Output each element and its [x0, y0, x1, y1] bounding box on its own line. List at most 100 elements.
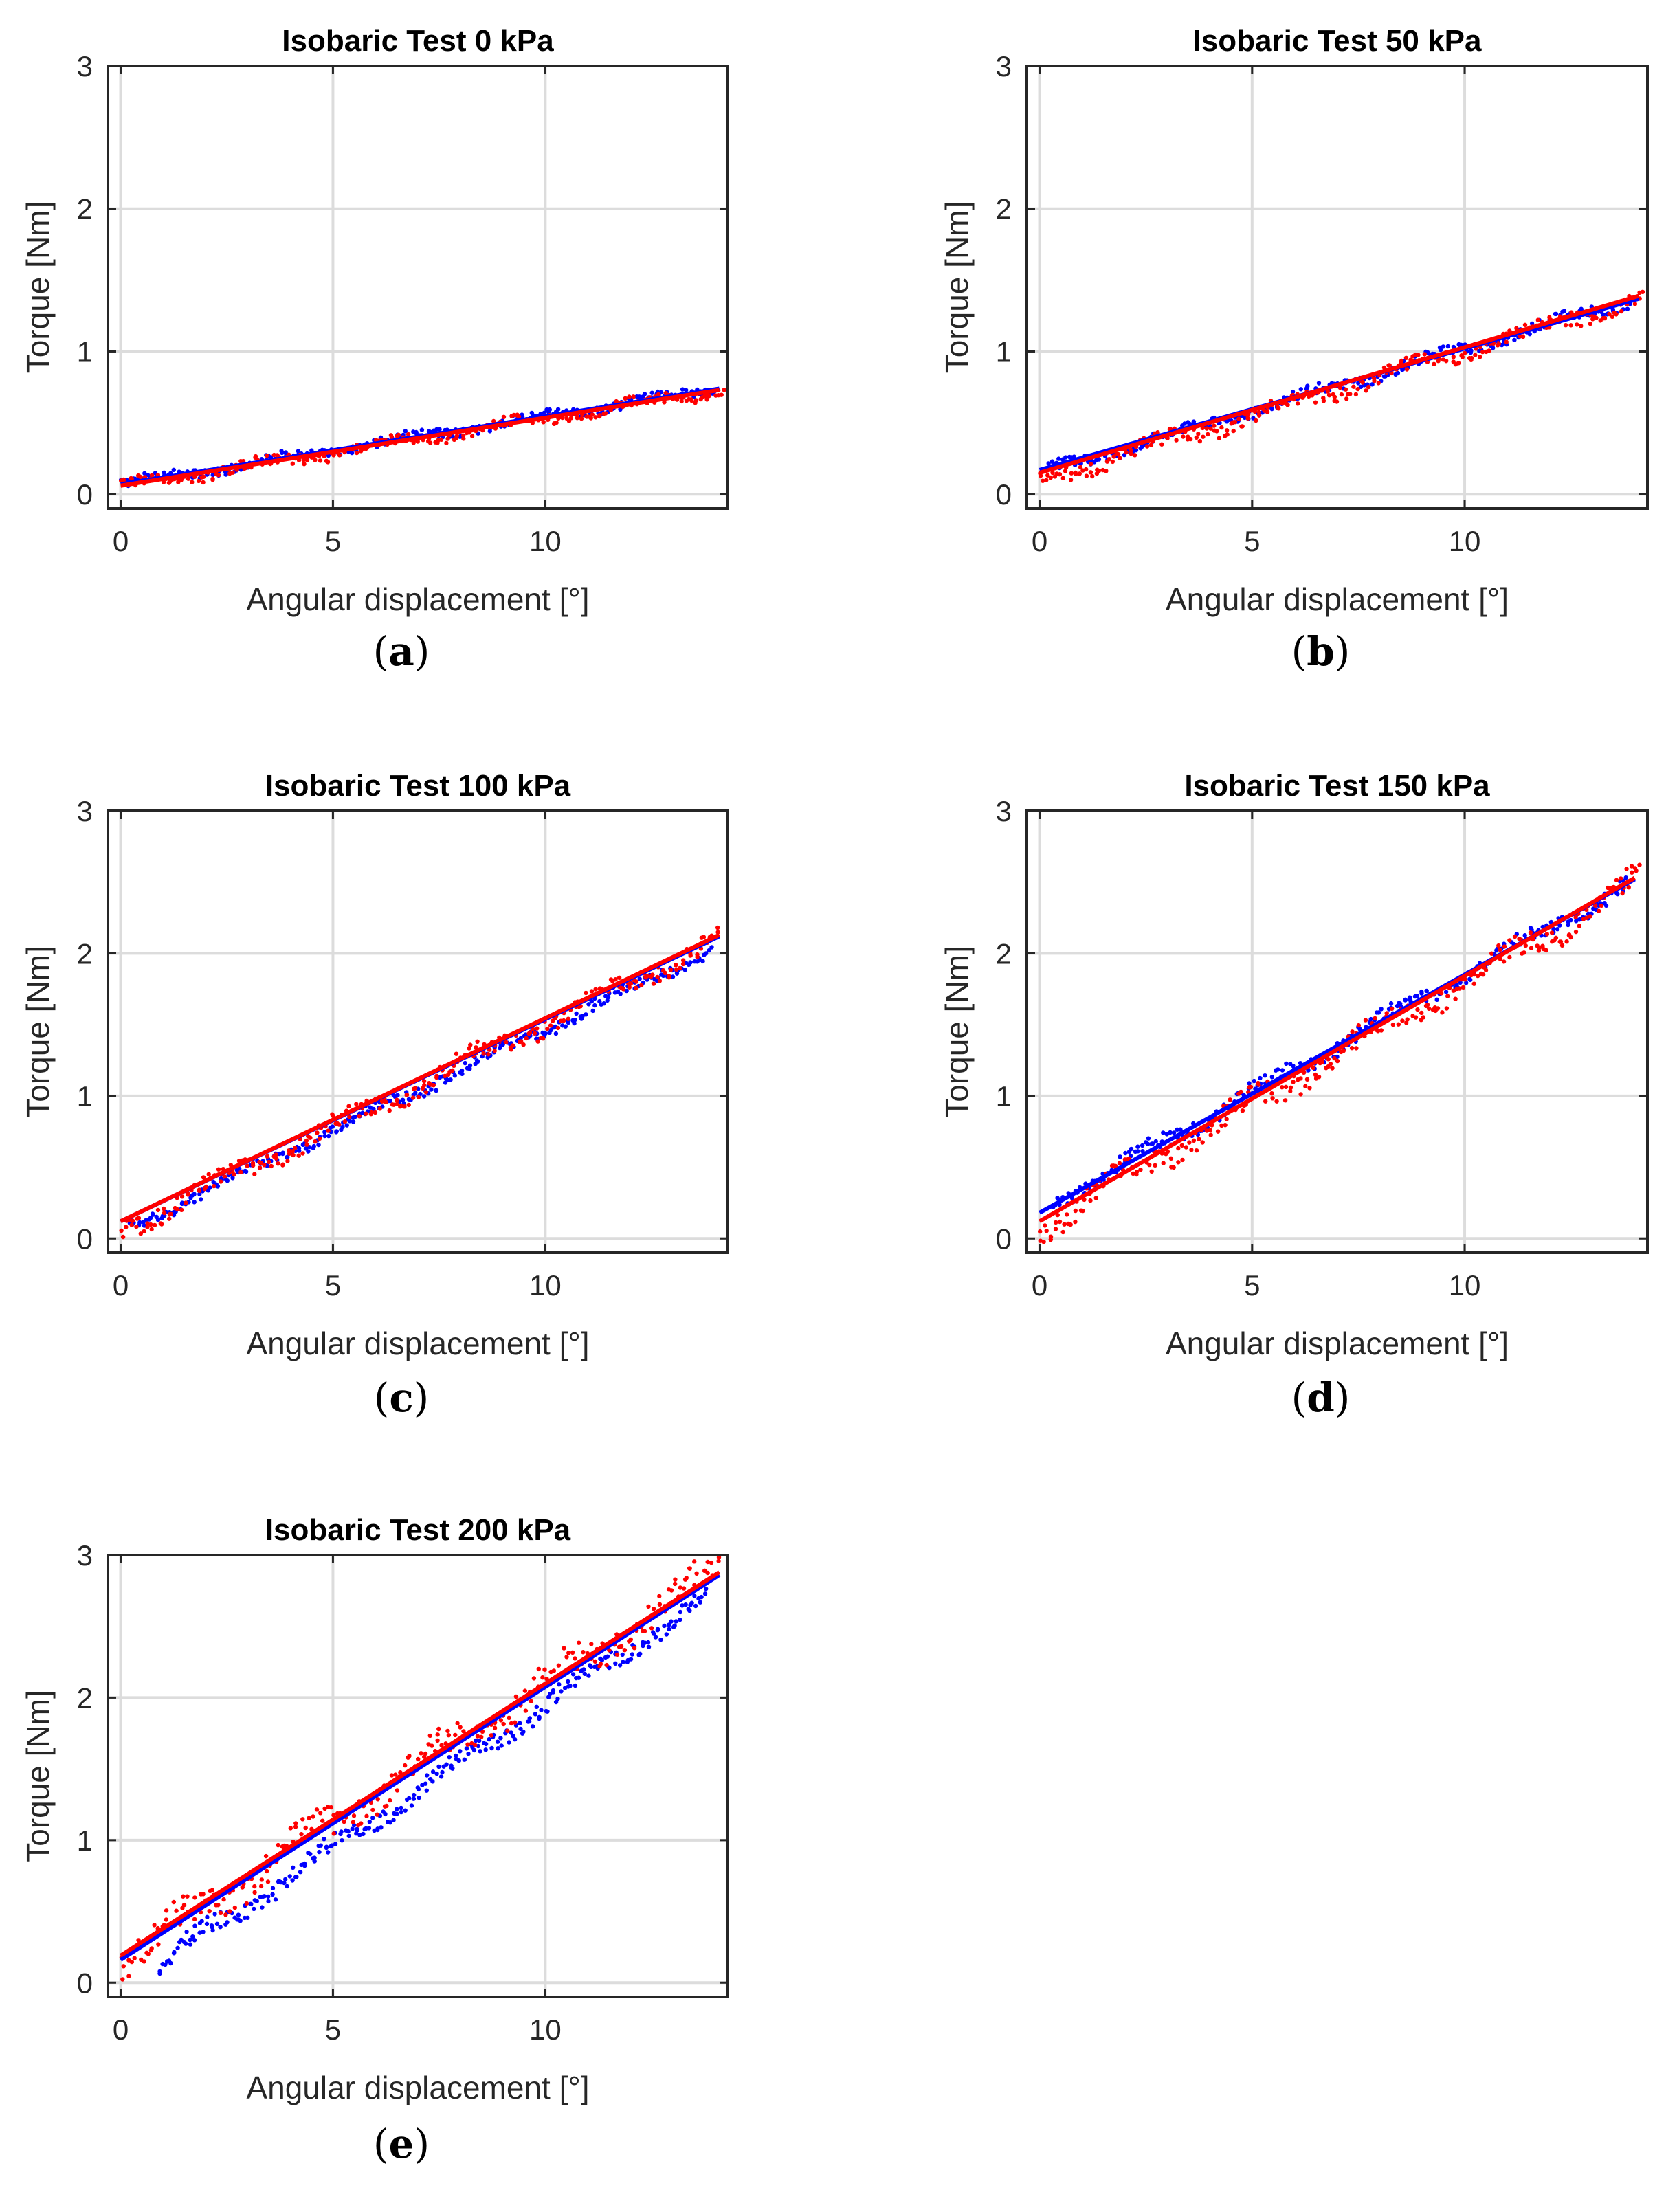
scatter-point: [201, 1930, 206, 1934]
scatter-point: [244, 1901, 249, 1906]
scatter-point: [238, 1170, 243, 1175]
scatter-point: [1614, 312, 1619, 317]
scatter-point: [1640, 289, 1645, 294]
scatter-point: [174, 1908, 179, 1913]
scatter-point: [1240, 1108, 1245, 1113]
scatter-point: [688, 960, 693, 965]
scatter-point: [342, 1119, 348, 1124]
scatter-point: [1153, 1163, 1157, 1168]
scatter-point: [707, 394, 711, 399]
scatter-point: [505, 1728, 510, 1733]
scatter-point: [632, 1646, 637, 1651]
scatter-point: [574, 1011, 579, 1016]
scatter-point: [1416, 353, 1421, 357]
scatter-point: [164, 1917, 168, 1922]
scatter-point: [443, 1073, 447, 1079]
scatter-point: [592, 1659, 598, 1664]
scatter-point: [1038, 1238, 1043, 1243]
scatter-point: [1366, 384, 1371, 390]
scatter-point: [1368, 1016, 1373, 1022]
scatter-point: [351, 1820, 356, 1824]
scatter-point: [402, 1104, 407, 1109]
scatter-point: [1174, 438, 1179, 443]
scatter-point: [1483, 968, 1489, 973]
scatter-point: [1164, 1132, 1170, 1137]
scatter-point: [593, 415, 598, 420]
scatter-point: [302, 462, 307, 467]
scatter-point: [639, 983, 644, 988]
scatter-point: [475, 1059, 480, 1064]
scatter-point: [1478, 355, 1482, 359]
scatter-point: [1326, 1057, 1331, 1062]
x-tick-label: 5: [325, 2013, 341, 2046]
scatter-point: [447, 1755, 452, 1760]
scatter-point: [232, 1172, 236, 1177]
scatter-point: [1332, 394, 1337, 399]
scatter-point: [1204, 426, 1210, 431]
scatter-point: [593, 987, 598, 992]
scatter-point: [618, 992, 623, 996]
scatter-point: [526, 1031, 531, 1036]
scatter-point: [159, 1222, 164, 1227]
scatter-point: [288, 1826, 293, 1831]
scatter-point: [351, 1119, 356, 1124]
scatter-point: [1388, 1001, 1394, 1006]
scatter-point: [511, 412, 516, 418]
scatter-point: [218, 1925, 223, 1930]
chart-title: Isobaric Test 0 kPa: [282, 24, 554, 58]
scatter-point: [642, 392, 647, 396]
scatter-point: [1056, 456, 1061, 461]
scatter-point: [298, 1870, 303, 1875]
scatter-point: [649, 1626, 654, 1631]
chart-title: Isobaric Test 100 kPa: [265, 769, 571, 803]
scatter-point: [486, 1052, 491, 1057]
scatter-point: [1624, 867, 1629, 871]
scatter-point: [1601, 313, 1606, 317]
y-tick-label: 0: [77, 478, 93, 511]
scatter-point: [1464, 981, 1469, 985]
scatter-point: [487, 429, 492, 434]
scatter-point: [672, 1623, 677, 1628]
scatter-point: [1451, 355, 1456, 359]
scatter-point: [510, 1043, 515, 1048]
scatter-point: [1512, 934, 1518, 939]
scatter-point: [300, 1151, 305, 1156]
panel-caption: (b): [1291, 628, 1351, 675]
scatter-point: [655, 974, 660, 980]
scatter-point: [668, 968, 674, 972]
scatter-point: [1208, 1132, 1213, 1137]
scatter-point: [658, 1638, 663, 1642]
chart-title: Isobaric Test 50 kPa: [1193, 24, 1482, 58]
scatter-point: [693, 398, 699, 403]
y-tick-label: 2: [996, 193, 1012, 225]
scatter-point: [1404, 1020, 1409, 1025]
scatter-point: [425, 1773, 430, 1778]
scatter-point: [1184, 1145, 1189, 1150]
scatter-point: [656, 392, 661, 397]
scatter-point: [212, 1183, 216, 1189]
scatter-point: [389, 434, 394, 439]
scatter-point: [651, 1631, 656, 1636]
scatter-point: [434, 1088, 438, 1093]
scatter-point: [145, 1225, 150, 1229]
fit-line: [120, 388, 720, 488]
scatter-point: [1256, 410, 1262, 415]
scatter-point: [617, 1663, 623, 1668]
scatter-point: [1135, 1144, 1140, 1149]
scatter-point: [291, 1152, 296, 1158]
y-tick-label: 3: [77, 1539, 93, 1572]
scatter-point: [331, 453, 336, 458]
scatter-point: [241, 458, 246, 464]
scatter-point: [435, 1732, 440, 1737]
scatter-point: [1399, 358, 1404, 364]
scatter-point: [1330, 1066, 1335, 1071]
scatter-point: [673, 1577, 678, 1582]
scatter-point: [252, 1884, 257, 1889]
scatter-point: [1341, 1049, 1346, 1053]
scatter-point: [1044, 1229, 1049, 1233]
scatter-point: [597, 414, 602, 419]
scatter-point: [1149, 1141, 1154, 1146]
scatter-point: [604, 1662, 609, 1668]
scatter-point: [192, 1938, 197, 1943]
scatter-point: [1082, 1197, 1087, 1203]
